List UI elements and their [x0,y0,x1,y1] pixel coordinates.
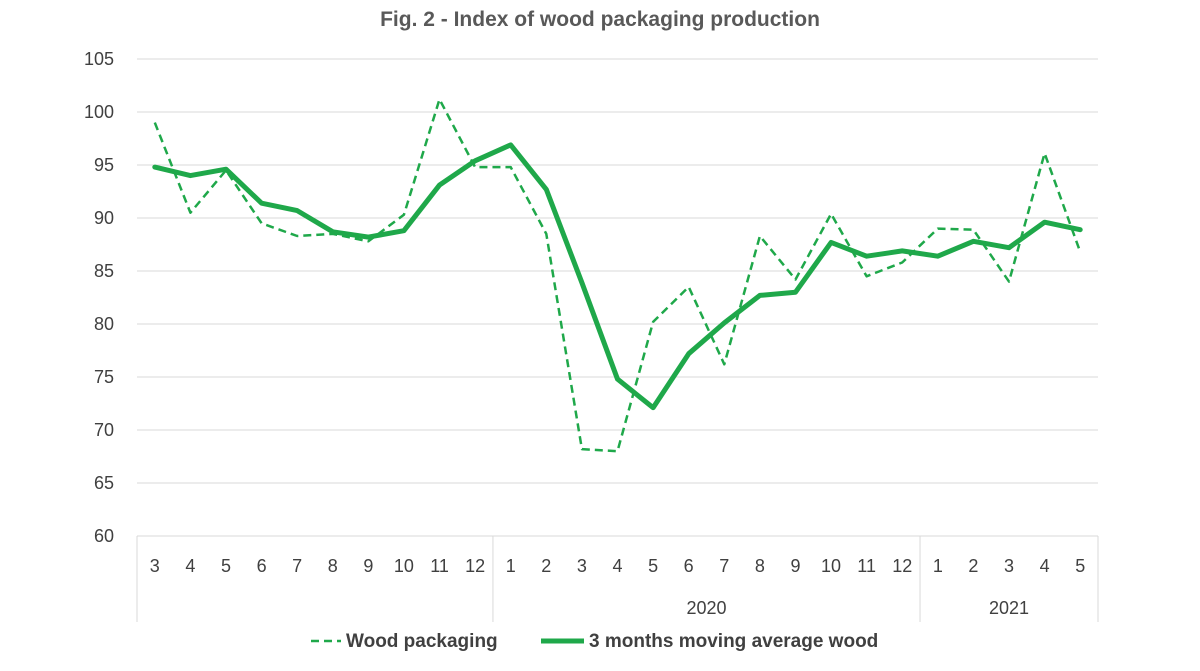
x-tick-label-14: 5 [648,556,658,576]
legend: Wood packaging 3 months moving average wo… [311,631,878,652]
x-tick-label-26: 5 [1075,556,1085,576]
x-tick-label-19: 10 [821,556,841,576]
x-tick-label-18: 9 [790,556,800,576]
x-tick-label-12: 3 [577,556,587,576]
x-tick-label-7: 10 [394,556,414,576]
y-tick-label-60: 60 [94,526,114,546]
y-tick-label-80: 80 [94,314,114,334]
x-tick-label-3: 6 [257,556,267,576]
y-tick-label-85: 85 [94,261,114,281]
chart-title: Fig. 2 - Index of wood packaging product… [380,8,820,31]
x-tick-label-0: 3 [150,556,160,576]
x-year-label-2020: 2020 [686,598,726,618]
x-tick-label-10: 1 [506,556,516,576]
x-tick-label-13: 4 [612,556,622,576]
x-tick-label-6: 9 [363,556,373,576]
x-tick-label-2: 5 [221,556,231,576]
series-line-wood-packaging [153,98,1082,453]
x-tick-label-1: 4 [185,556,195,576]
x-tick-label-8: 11 [430,556,449,576]
y-tick-label-75: 75 [94,367,114,387]
y-tick-label-70: 70 [94,420,114,440]
x-tick-label-17: 8 [755,556,765,576]
x-tick-label-5: 8 [328,556,338,576]
legend-label-0: Wood packaging [346,631,498,652]
x-tick-label-22: 1 [933,556,943,576]
x-tick-label-25: 4 [1040,556,1050,576]
x-tick-label-24: 3 [1004,556,1014,576]
x-year-label-2021: 2021 [989,598,1029,618]
x-tick-label-15: 6 [684,556,694,576]
series-line-moving-average [152,142,1083,411]
y-axis: 60 65 70 75 80 85 90 95 100 105 [84,49,114,546]
x-tick-label-4: 7 [292,556,302,576]
x-tick-label-9: 12 [465,556,485,576]
x-tick-label-16: 7 [719,556,729,576]
x-tick-label-20: 11 [857,556,876,576]
grid-lines [137,58,1098,537]
y-tick-label-100: 100 [84,102,114,122]
y-tick-label-95: 95 [94,155,114,175]
series-lines [152,98,1083,453]
x-tick-label-11: 2 [541,556,551,576]
y-tick-label-105: 105 [84,49,114,69]
y-tick-label-90: 90 [94,208,114,228]
legend-label-1: 3 months moving average wood [589,631,878,652]
y-tick-label-65: 65 [94,473,114,493]
x-tick-label-21: 12 [892,556,912,576]
x-tick-label-23: 2 [968,556,978,576]
